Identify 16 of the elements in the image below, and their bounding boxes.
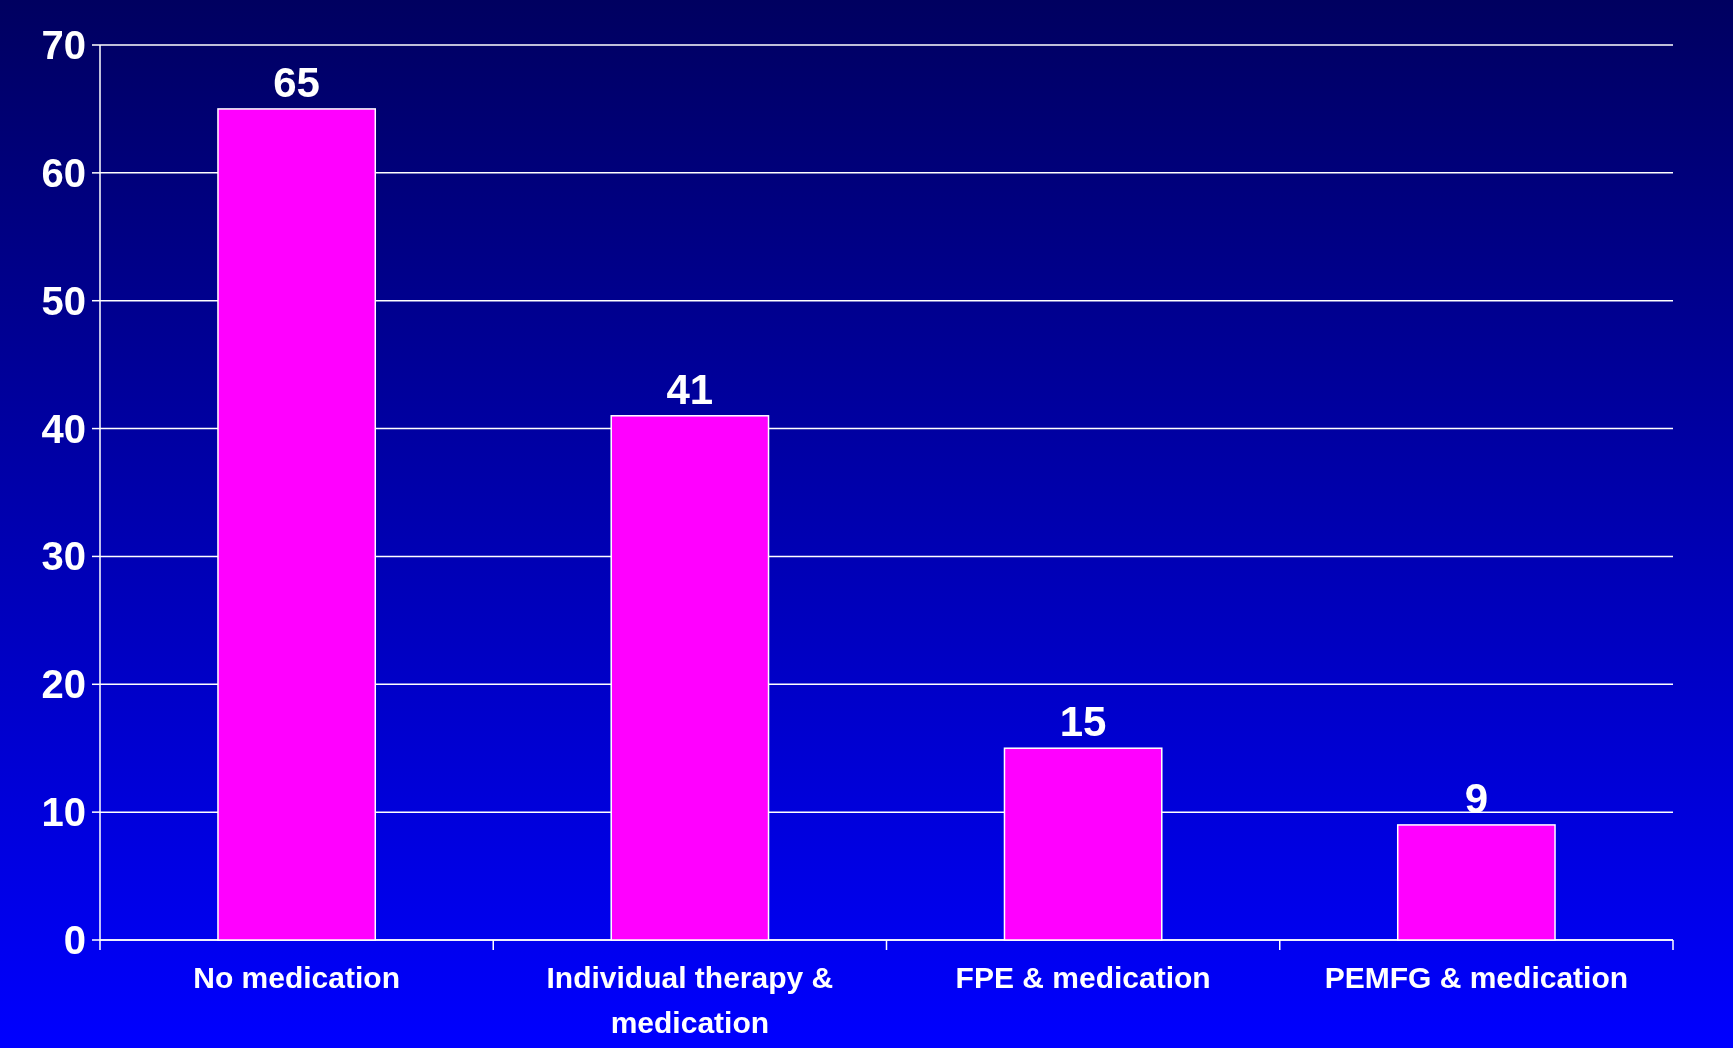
data-label: 65: [273, 58, 320, 106]
y-tick-label: 30: [41, 534, 86, 579]
y-tick-label: 70: [41, 23, 86, 67]
y-tick-label: 50: [41, 278, 86, 323]
y-tick-label: 10: [41, 790, 86, 835]
x-tick-label: No medication: [193, 961, 400, 994]
data-label: 41: [666, 365, 714, 413]
data-label: 15: [1059, 698, 1107, 746]
x-tick-label: PEMFG & medication: [1324, 961, 1629, 994]
y-tick-label: 40: [41, 406, 86, 451]
data-label: 9: [1464, 774, 1489, 822]
x-tick-label: Individual therapy & medication: [546, 961, 834, 1039]
y-tick-label: 20: [41, 662, 86, 707]
y-tick-label: 0: [63, 918, 86, 962]
y-tick-label: 60: [41, 150, 86, 195]
x-tick-label: FPE & medication: [955, 961, 1211, 994]
